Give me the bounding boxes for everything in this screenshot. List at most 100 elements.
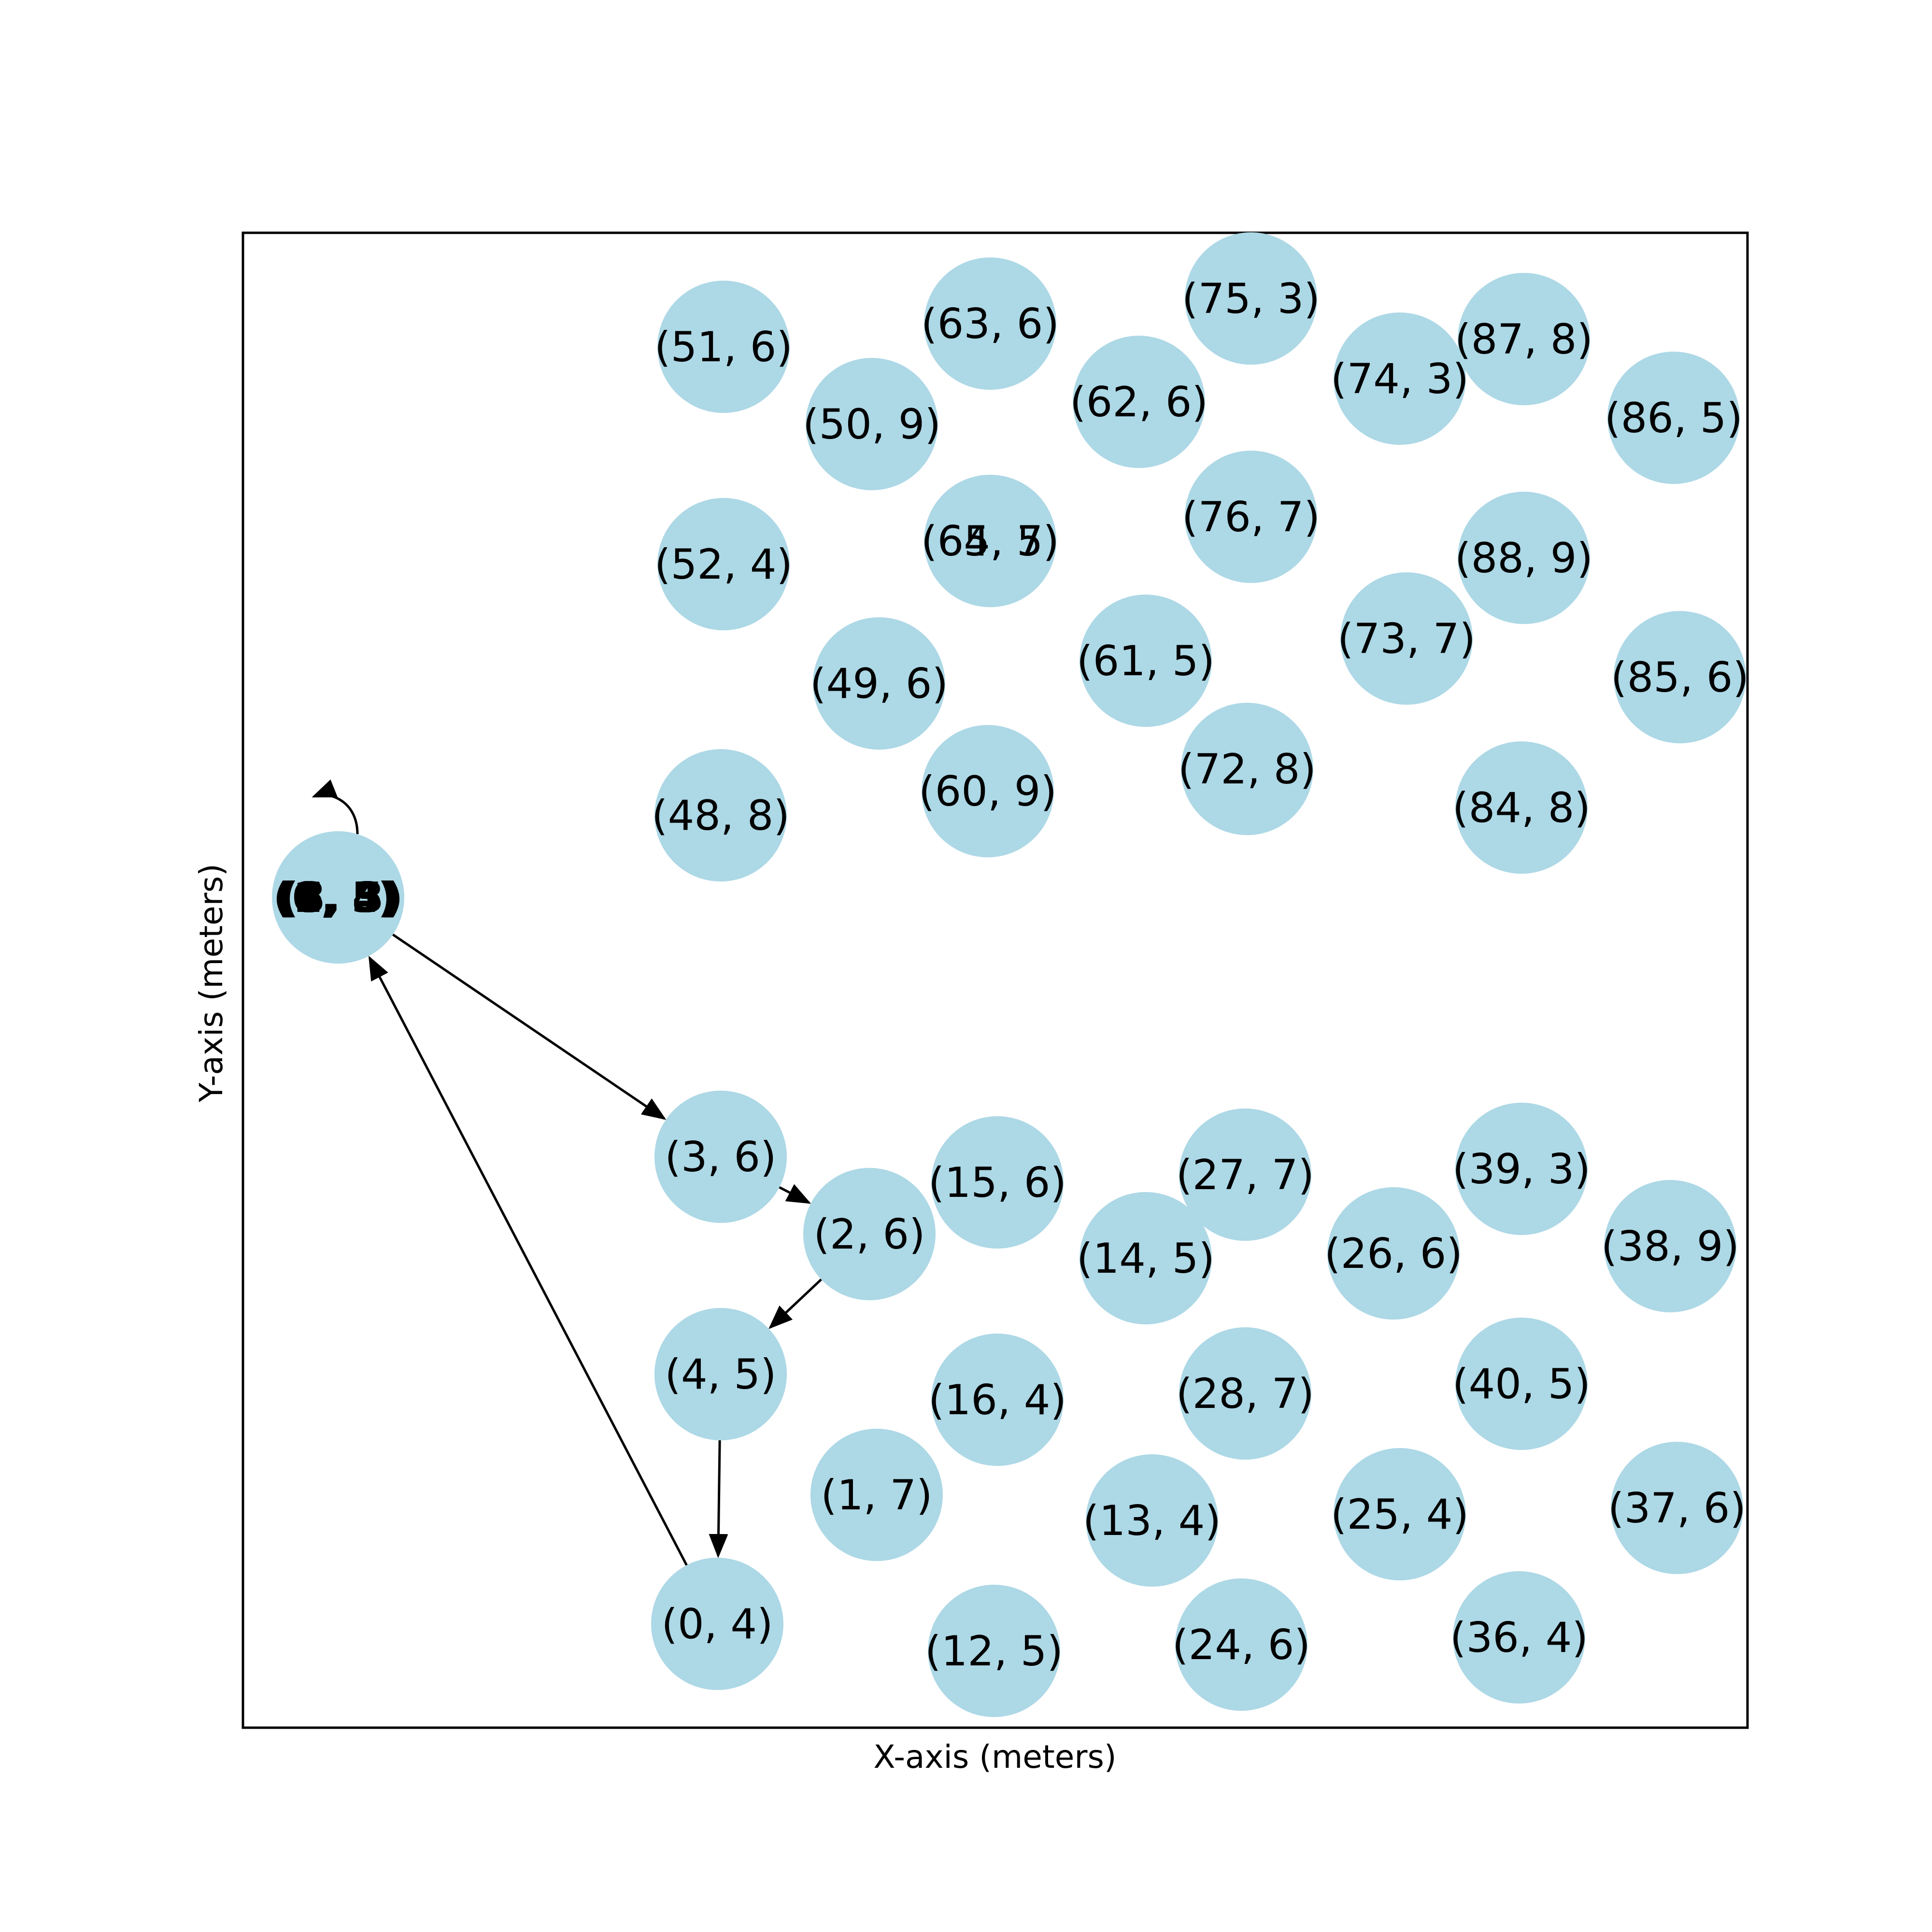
node-label: (52, 4)	[654, 540, 793, 589]
node-circle	[1604, 1180, 1736, 1312]
node-label: (86, 5)	[1605, 394, 1743, 442]
node-25	[1455, 1103, 1588, 1235]
node-label: (4, 5)	[665, 1350, 776, 1399]
node-label: (13, 4)	[1083, 1497, 1221, 1545]
node-label: (2, 6)	[813, 1210, 925, 1259]
node-label: (14, 5)	[1077, 1235, 1215, 1283]
node-39	[1175, 1578, 1307, 1711]
node-circle	[1175, 1578, 1307, 1711]
node-circle	[924, 257, 1056, 390]
node-label: (0, 4)	[661, 1600, 773, 1648]
x-axis-label: X-axis (meters)	[873, 1738, 1116, 1776]
node-circle	[1607, 352, 1740, 484]
node-label: (25, 4)	[1331, 1491, 1469, 1539]
node-label: (36, 4)	[1450, 1614, 1588, 1662]
stacked-node-label: (8, 3)	[277, 874, 403, 922]
node-24	[1179, 1108, 1311, 1241]
node-label: (64, 7)	[921, 517, 1059, 566]
node-label: (26, 6)	[1324, 1230, 1463, 1278]
node-33	[810, 1429, 943, 1561]
node-32	[1455, 1318, 1588, 1450]
stacked-node-label: (0, 5)	[273, 874, 399, 922]
node-circle	[1455, 741, 1588, 874]
node-circle	[1185, 232, 1317, 365]
edge-arrow	[709, 1440, 728, 1559]
stacked-node-label: (6, 5)	[276, 874, 402, 922]
node-label: (1, 7)	[821, 1471, 932, 1520]
node-10	[924, 475, 1056, 607]
node-circle	[657, 498, 790, 630]
stacked-node-label: (1, 4)	[274, 874, 400, 922]
node-label: (50, 9)	[803, 400, 941, 449]
node-circle	[654, 749, 787, 881]
node-label: (63, 6)	[921, 300, 1059, 348]
node-circle	[1086, 1454, 1218, 1587]
node-label: (84, 8)	[1452, 784, 1591, 832]
node-circle	[928, 1585, 1060, 1717]
node-0	[657, 281, 790, 413]
node-38	[928, 1585, 1060, 1717]
node-label: (16, 4)	[928, 1376, 1066, 1424]
node-18	[922, 725, 1054, 857]
node-circle	[1455, 1318, 1588, 1450]
node-label: (75, 3)	[1182, 275, 1320, 323]
node-15	[1340, 572, 1473, 705]
node-34	[1086, 1454, 1218, 1587]
edge-arrow	[779, 1184, 811, 1204]
node-circle	[931, 1116, 1064, 1249]
node-27	[1327, 1187, 1460, 1320]
node-label: (37, 6)	[1608, 1484, 1746, 1533]
node-20	[1455, 741, 1588, 874]
edge-arrow	[368, 955, 688, 1566]
node-circle	[806, 358, 938, 490]
node-12	[1458, 492, 1590, 624]
node-label: (60, 9)	[919, 767, 1057, 816]
node-circle	[1185, 451, 1317, 583]
node-label: (24, 6)	[1172, 1621, 1310, 1669]
node-circle	[1073, 336, 1205, 468]
node-circle	[654, 1308, 787, 1440]
node-circle	[1611, 1442, 1743, 1574]
node-circle	[1334, 313, 1466, 445]
node-11	[1185, 451, 1317, 583]
node-23	[931, 1116, 1064, 1249]
edge-arrow	[768, 1279, 822, 1329]
stacked-node-label: (2, 3)	[275, 874, 401, 922]
node-label: (61, 5)	[1077, 637, 1215, 685]
node-label: (48, 8)	[652, 792, 790, 840]
node-circle	[1179, 1108, 1311, 1241]
node-16	[1614, 611, 1746, 743]
node-30	[931, 1334, 1064, 1466]
node-circle	[1455, 1103, 1588, 1235]
node-5	[1073, 336, 1205, 468]
self-loop-edge	[312, 779, 359, 835]
node-label: (76, 7)	[1182, 493, 1320, 541]
node-label: (49, 6)	[810, 660, 948, 708]
node-circle	[803, 1168, 936, 1300]
node-label: (62, 6)	[1070, 378, 1208, 426]
node-1	[924, 257, 1056, 390]
node-label: (87, 8)	[1455, 315, 1593, 364]
node-circle	[1458, 273, 1590, 405]
node-3	[1458, 273, 1590, 405]
node-circle	[924, 475, 1056, 607]
node-label: (85, 6)	[1611, 653, 1749, 702]
node-label: (40, 5)	[1452, 1360, 1591, 1408]
node-29	[654, 1308, 787, 1440]
node-circle	[1453, 1571, 1585, 1704]
node-label: (51, 6)	[654, 323, 793, 371]
node-circle	[1080, 1192, 1212, 1324]
y-axis-label: Y-axis (meters)	[193, 864, 230, 1103]
plot-frame	[242, 231, 1749, 1729]
node-circle	[1334, 1448, 1466, 1580]
node-circle	[813, 617, 945, 750]
node-31	[1179, 1327, 1311, 1460]
node-label: (72, 8)	[1178, 745, 1316, 794]
node-40	[1453, 1571, 1585, 1704]
node-17	[654, 749, 787, 881]
node-label: (88, 9)	[1455, 534, 1593, 582]
node-8	[657, 498, 790, 630]
node-22	[803, 1168, 936, 1300]
node-41	[272, 831, 404, 964]
